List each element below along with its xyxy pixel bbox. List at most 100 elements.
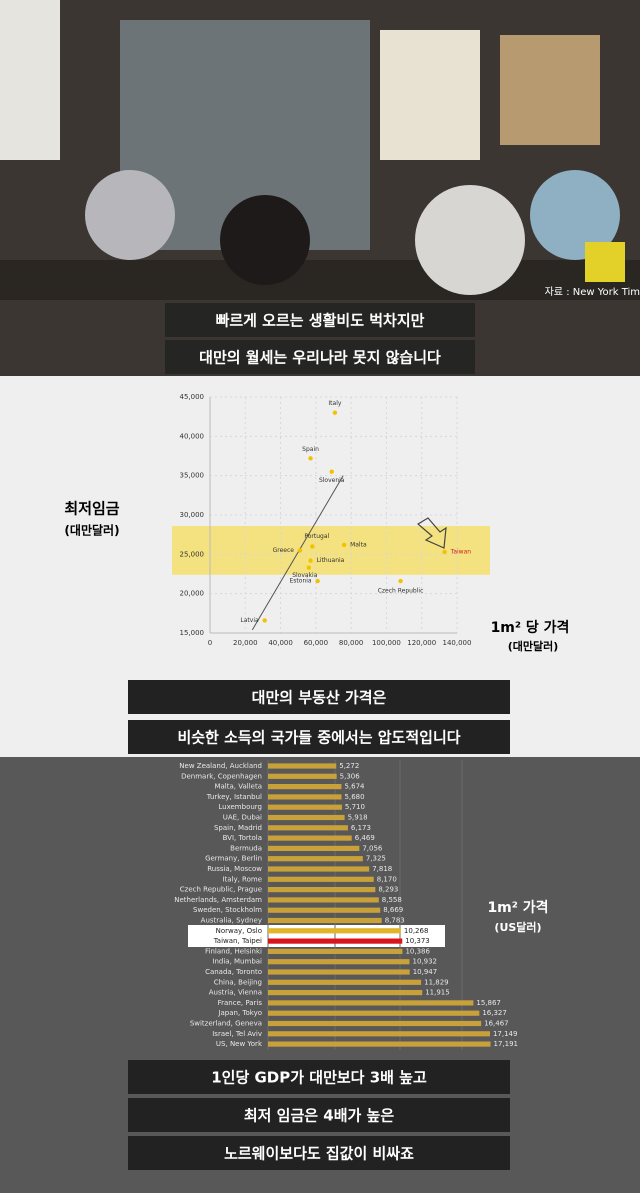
value-label: 7,325: [366, 855, 386, 863]
y-tick-label: 45,000: [180, 393, 205, 401]
y-tick-label: Germany, Berlin: [205, 855, 262, 863]
bar: [268, 907, 381, 913]
point-label: Spain: [302, 446, 319, 453]
bar: [268, 917, 382, 924]
point-label: Italy: [328, 400, 341, 407]
caption-box: [165, 340, 475, 374]
caption-box: [165, 303, 475, 337]
bar: [268, 835, 352, 841]
point-label: Portugal: [304, 533, 329, 540]
value-label: 8,669: [383, 906, 403, 914]
caption-box: [128, 720, 510, 754]
bar: [268, 825, 348, 831]
bar: [268, 979, 422, 985]
y-tick-label: Austria, Vienna: [209, 989, 262, 997]
caption: 최저 임금은 4배가 높은: [244, 1107, 395, 1125]
value-label: 7,056: [362, 844, 383, 852]
value-label: 5,306: [340, 772, 361, 780]
bar: [268, 866, 370, 872]
bar: [268, 1031, 490, 1037]
point: [315, 578, 320, 584]
x-tick-label: 40,000: [268, 639, 293, 647]
y-tick-label: Czech Republic, Prague: [180, 886, 262, 894]
point: [310, 544, 315, 549]
y-tick-label: Israel, Tel Aviv: [212, 1030, 262, 1038]
value-label: 8,293: [378, 886, 398, 894]
y-tick-label: Spain, Madrid: [214, 824, 262, 832]
bar: [268, 959, 410, 965]
bar: [268, 773, 337, 779]
caption: 대만의 월세는 우리나라 못지 않습니다: [199, 349, 441, 367]
point-label: Lithuania: [317, 557, 345, 564]
bar: [268, 969, 410, 975]
y-tick-label: UAE, Dubai: [223, 814, 262, 822]
bar: [268, 784, 342, 790]
caption: 대만의 부동산 가격은: [252, 689, 387, 707]
y-tick-label: Russia, Moscow: [207, 865, 262, 873]
y-tick-label: 35,000: [180, 472, 205, 480]
y-tick-label: Japan, Tokyo: [217, 1009, 262, 1017]
trend-line: [251, 475, 344, 631]
bar: [268, 928, 401, 934]
value-label: 8,783: [385, 917, 405, 925]
person: [220, 195, 310, 285]
person: [85, 170, 175, 260]
bar: [268, 887, 376, 893]
bar: [268, 804, 342, 810]
x-tick-label: 100,000: [372, 639, 401, 647]
y-tick-label: 20,000: [180, 590, 205, 598]
caption: 비슷한 소득의 국가들 중에서는 압도적입니다: [177, 729, 460, 747]
arrow: [416, 517, 447, 549]
y-axis-unit: (대만달러): [64, 523, 119, 538]
menu-board: [0, 0, 60, 160]
bar: [268, 1000, 474, 1006]
y-tick-label: Malta, Valleta: [214, 783, 262, 791]
x-tick-label: 20,000: [233, 639, 258, 647]
caption-box: [128, 680, 510, 714]
y-tick-label: Netherlands, Amsterdam: [174, 896, 262, 904]
bar: [268, 845, 360, 851]
caption: 노르웨이보다도 집값이 비싸죠: [224, 1145, 414, 1163]
bar: [268, 1010, 480, 1016]
bar: [268, 763, 337, 769]
bar: [268, 938, 403, 944]
value-label: 10,932: [413, 958, 438, 966]
value-label: 10,947: [413, 968, 438, 976]
value-label: 5,918: [348, 814, 368, 822]
y-tick-label: Denmark, Copenhagen: [181, 772, 262, 780]
y-tick-label: Canada, Toronto: [205, 968, 262, 976]
value-label: 17,191: [494, 1040, 519, 1048]
person: [530, 170, 620, 260]
bar: [268, 794, 342, 800]
point: [398, 578, 403, 584]
y-tick-label: France, Paris: [218, 999, 263, 1007]
bar: [268, 814, 345, 821]
caption-box: [128, 1098, 510, 1132]
value-label: 11,829: [424, 978, 449, 986]
point: [297, 548, 303, 553]
y-tick-label: Sweden, Stockholm: [193, 906, 262, 914]
y-axis-title: 최저임금: [64, 500, 119, 518]
y-tick-label: India, Mumbai: [212, 958, 262, 966]
point: [332, 410, 338, 415]
value-label: 11,915: [425, 989, 450, 997]
x-tick-label: 120,000: [407, 639, 436, 647]
bar: [268, 1020, 482, 1027]
person: [415, 185, 525, 295]
y-tick-label: 15,000: [180, 629, 205, 637]
source: 자료 : New York Times: [545, 286, 640, 298]
y-tick-label: 30,000: [180, 511, 205, 519]
value-label: 17,149: [493, 1030, 517, 1038]
y-tick-label: US, New York: [216, 1040, 263, 1048]
point: [329, 469, 334, 474]
y-tick-label: Australia, Sydney: [201, 917, 262, 925]
y-tick-label: Luxembourg: [218, 803, 262, 811]
x-tick-label: 140,000: [443, 639, 472, 647]
x-tick-label: 60,000: [304, 639, 329, 647]
bar: [268, 897, 379, 903]
bar: [268, 876, 374, 882]
y-tick-label: 25,000: [180, 550, 205, 558]
point-label: Slovenia: [319, 477, 345, 484]
point: [308, 456, 313, 461]
